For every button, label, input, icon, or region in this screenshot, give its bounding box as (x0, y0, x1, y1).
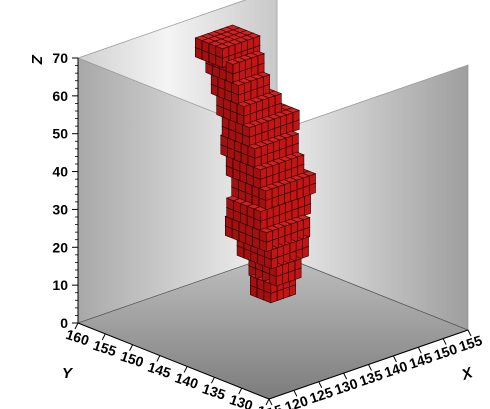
y-tick (210, 377, 215, 384)
voxel (258, 227, 274, 243)
y-tick (238, 387, 243, 395)
y-tick (156, 355, 161, 362)
voxel (247, 143, 262, 159)
voxel-top-face (236, 101, 252, 107)
y-tick (183, 366, 188, 373)
z-axis-title: Z (28, 54, 45, 65)
voxel-top-face (258, 227, 274, 234)
z-tick-label: 50 (52, 126, 68, 142)
voxel (258, 185, 273, 201)
z-tick-label: 10 (52, 277, 68, 293)
x-tick (318, 381, 323, 388)
voxel (236, 101, 252, 117)
voxel-top-face (214, 43, 230, 50)
y-tick-label: 145 (146, 359, 173, 382)
y-axis-title: Y (62, 365, 74, 382)
x-tick (417, 347, 422, 354)
y-tick (74, 322, 79, 330)
voxel (225, 59, 241, 75)
x-tick (368, 364, 372, 371)
voxel (214, 43, 230, 59)
x-tick (392, 355, 397, 363)
x-tick-label: 120 (283, 392, 310, 409)
x-tick-label: 150 (432, 341, 459, 364)
x-tick-label: 145 (407, 349, 434, 372)
y-axis-line (77, 322, 270, 400)
x-tick (293, 390, 298, 397)
y-tick-label: 160 (64, 326, 91, 349)
y-tick (265, 398, 270, 406)
x-tick-label: 115 (258, 401, 285, 409)
voxel-top-face (258, 185, 273, 192)
voxel-top-face (253, 206, 268, 212)
chart-axes: 010203040506070Z125130135140145150155160… (28, 50, 484, 409)
voxel (252, 164, 268, 180)
z-tick-label: 0 (60, 315, 68, 331)
x-tick (442, 338, 447, 345)
voxel-top-face (225, 59, 241, 65)
z-tick-label: 40 (52, 164, 68, 180)
x-tick-label: 130 (332, 375, 359, 398)
z-tick-label: 70 (52, 50, 68, 66)
voxel-top-face (247, 143, 262, 150)
y-tick-label: 130 (228, 391, 255, 409)
y-tick (129, 344, 134, 351)
x-tick-label: 140 (382, 358, 409, 381)
voxel-cloud (194, 24, 317, 304)
voxel-top-face (230, 80, 246, 86)
z-tick-label: 30 (52, 201, 68, 217)
voxel (230, 80, 246, 96)
x-tick-label: 155 (457, 332, 484, 355)
x-tick-label: 125 (308, 384, 335, 407)
y-tick-label: 140 (173, 369, 200, 392)
z-tick-label: 60 (52, 88, 68, 104)
x-tick (467, 329, 472, 337)
x-tick (268, 398, 273, 406)
x-axis-title: X (459, 364, 476, 384)
voxel-top-face (252, 164, 268, 171)
y-tick-label: 155 (91, 337, 118, 360)
voxel-top-face (241, 122, 257, 129)
x-tick (343, 372, 348, 380)
x-tick-label: 135 (357, 366, 384, 389)
z-tick-label: 20 (52, 239, 68, 255)
voxel (253, 206, 268, 222)
y-tick-label: 125 (255, 402, 282, 409)
y-tick-label: 135 (200, 380, 227, 403)
y-tick-label: 150 (119, 348, 146, 371)
voxel (241, 122, 257, 138)
y-tick (101, 333, 106, 341)
